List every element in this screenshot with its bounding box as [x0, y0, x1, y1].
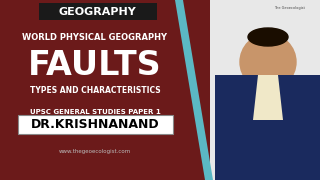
Text: TYPES AND CHARACTERISTICS: TYPES AND CHARACTERISTICS — [30, 86, 160, 94]
FancyBboxPatch shape — [38, 3, 156, 20]
Polygon shape — [215, 75, 320, 180]
Text: www.thegeoecologist.com: www.thegeoecologist.com — [59, 150, 131, 154]
Text: The Geoecologist: The Geoecologist — [274, 6, 305, 10]
Ellipse shape — [248, 28, 288, 46]
Polygon shape — [175, 0, 213, 180]
Circle shape — [240, 34, 296, 90]
Polygon shape — [215, 125, 320, 180]
Text: DR.KRISHNANAND: DR.KRISHNANAND — [31, 118, 159, 131]
Text: GEOGRAPHY: GEOGRAPHY — [59, 6, 136, 17]
Polygon shape — [210, 0, 320, 180]
Polygon shape — [253, 75, 283, 120]
Text: FAULTS: FAULTS — [28, 48, 162, 82]
Text: WORLD PHYSICAL GEOGRAPHY: WORLD PHYSICAL GEOGRAPHY — [22, 33, 167, 42]
Polygon shape — [0, 0, 205, 180]
Text: UPSC GENERAL STUDIES PAPER 1: UPSC GENERAL STUDIES PAPER 1 — [30, 109, 160, 115]
FancyBboxPatch shape — [18, 115, 172, 134]
